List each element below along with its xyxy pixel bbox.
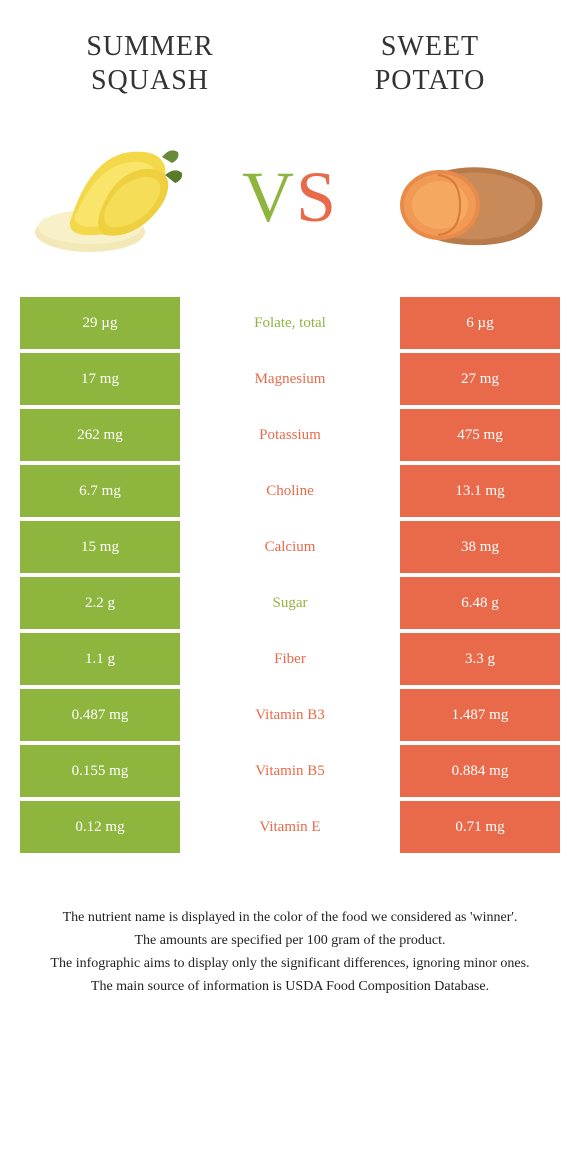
nutrient-label: Vitamin B3 [180,689,400,741]
comparison-table: 29 µgFolate, total6 µg17 mgMagnesium27 m… [0,297,580,853]
footer-line: The main source of information is USDA F… [30,976,550,997]
left-value: 0.12 mg [20,801,180,853]
nutrient-label: Folate, total [180,297,400,349]
right-food-image [380,127,550,267]
images-row: VS [0,107,580,297]
vs-label: VS [242,156,338,239]
table-row: 262 mgPotassium475 mg [20,409,560,461]
nutrient-label: Fiber [180,633,400,685]
left-value: 17 mg [20,353,180,405]
right-value: 6 µg [400,297,560,349]
right-value: 38 mg [400,521,560,573]
header: Summer Squash Sweet Potato [0,0,580,107]
footer-line: The infographic aims to display only the… [30,953,550,974]
left-value: 262 mg [20,409,180,461]
nutrient-label: Potassium [180,409,400,461]
left-value: 6.7 mg [20,465,180,517]
nutrient-label: Magnesium [180,353,400,405]
left-value: 0.487 mg [20,689,180,741]
nutrient-label: Sugar [180,577,400,629]
right-value: 1.487 mg [400,689,560,741]
left-food-image [30,127,200,267]
table-row: 0.155 mgVitamin B50.884 mg [20,745,560,797]
table-row: 29 µgFolate, total6 µg [20,297,560,349]
left-value: 2.2 g [20,577,180,629]
right-value: 3.3 g [400,633,560,685]
table-row: 1.1 gFiber3.3 g [20,633,560,685]
vs-v: V [242,156,296,239]
footer-notes: The nutrient name is displayed in the co… [0,857,580,1019]
left-value: 29 µg [20,297,180,349]
nutrient-label: Choline [180,465,400,517]
left-value: 1.1 g [20,633,180,685]
table-row: 0.487 mgVitamin B31.487 mg [20,689,560,741]
left-food-title: Summer Squash [50,30,250,97]
right-value: 13.1 mg [400,465,560,517]
vs-s: S [296,156,338,239]
right-value: 0.884 mg [400,745,560,797]
table-row: 15 mgCalcium38 mg [20,521,560,573]
right-food-title: Sweet Potato [330,30,530,97]
table-row: 2.2 gSugar6.48 g [20,577,560,629]
left-value: 15 mg [20,521,180,573]
table-row: 0.12 mgVitamin E0.71 mg [20,801,560,853]
table-row: 17 mgMagnesium27 mg [20,353,560,405]
right-value: 0.71 mg [400,801,560,853]
nutrient-label: Vitamin E [180,801,400,853]
footer-line: The amounts are specified per 100 gram o… [30,930,550,951]
nutrient-label: Calcium [180,521,400,573]
right-value: 475 mg [400,409,560,461]
right-value: 27 mg [400,353,560,405]
nutrient-label: Vitamin B5 [180,745,400,797]
left-value: 0.155 mg [20,745,180,797]
right-value: 6.48 g [400,577,560,629]
footer-line: The nutrient name is displayed in the co… [30,907,550,928]
table-row: 6.7 mgCholine13.1 mg [20,465,560,517]
